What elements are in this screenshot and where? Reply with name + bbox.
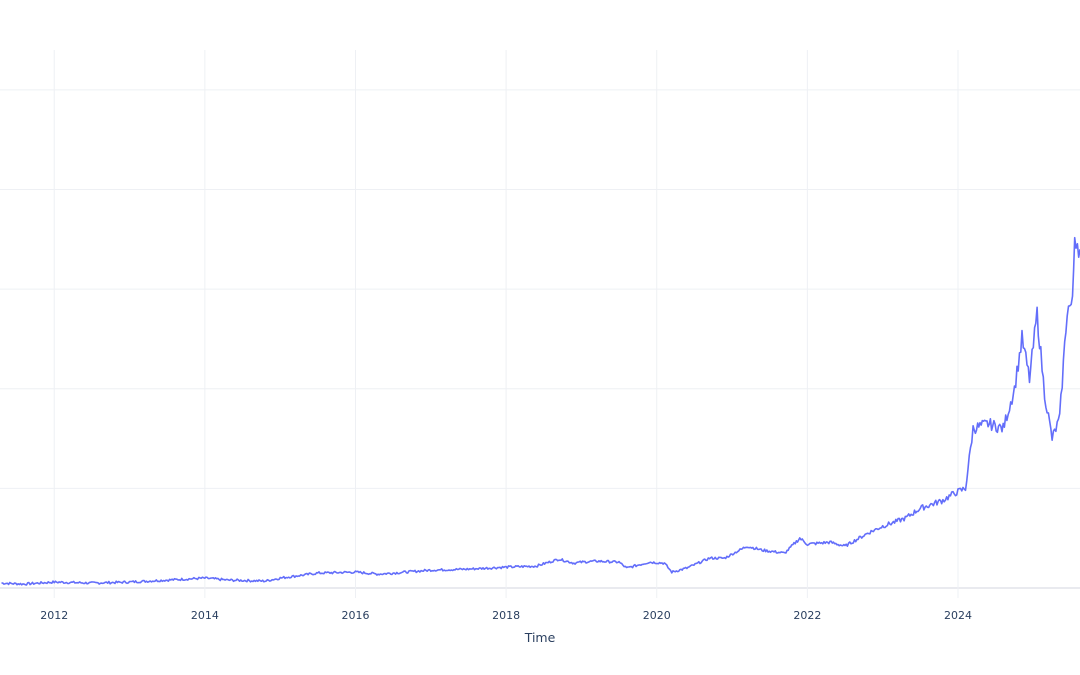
x-tick-label: 2018: [492, 609, 520, 622]
series-line: [1, 236, 1080, 586]
x-tick-label: 2012: [40, 609, 68, 622]
series-layer: [1, 236, 1080, 586]
x-tick-label: 2016: [341, 609, 369, 622]
grid-lines: [0, 50, 1080, 598]
x-axis-tick-labels: 2012 2014 2016 2018 2020 2022 2024: [40, 609, 972, 622]
x-tick-label: 2020: [643, 609, 671, 622]
x-tick-label: 2022: [793, 609, 821, 622]
x-axis-title: Time: [524, 630, 556, 645]
x-tick-label: 2014: [191, 609, 219, 622]
x-tick-label: 2024: [944, 609, 972, 622]
